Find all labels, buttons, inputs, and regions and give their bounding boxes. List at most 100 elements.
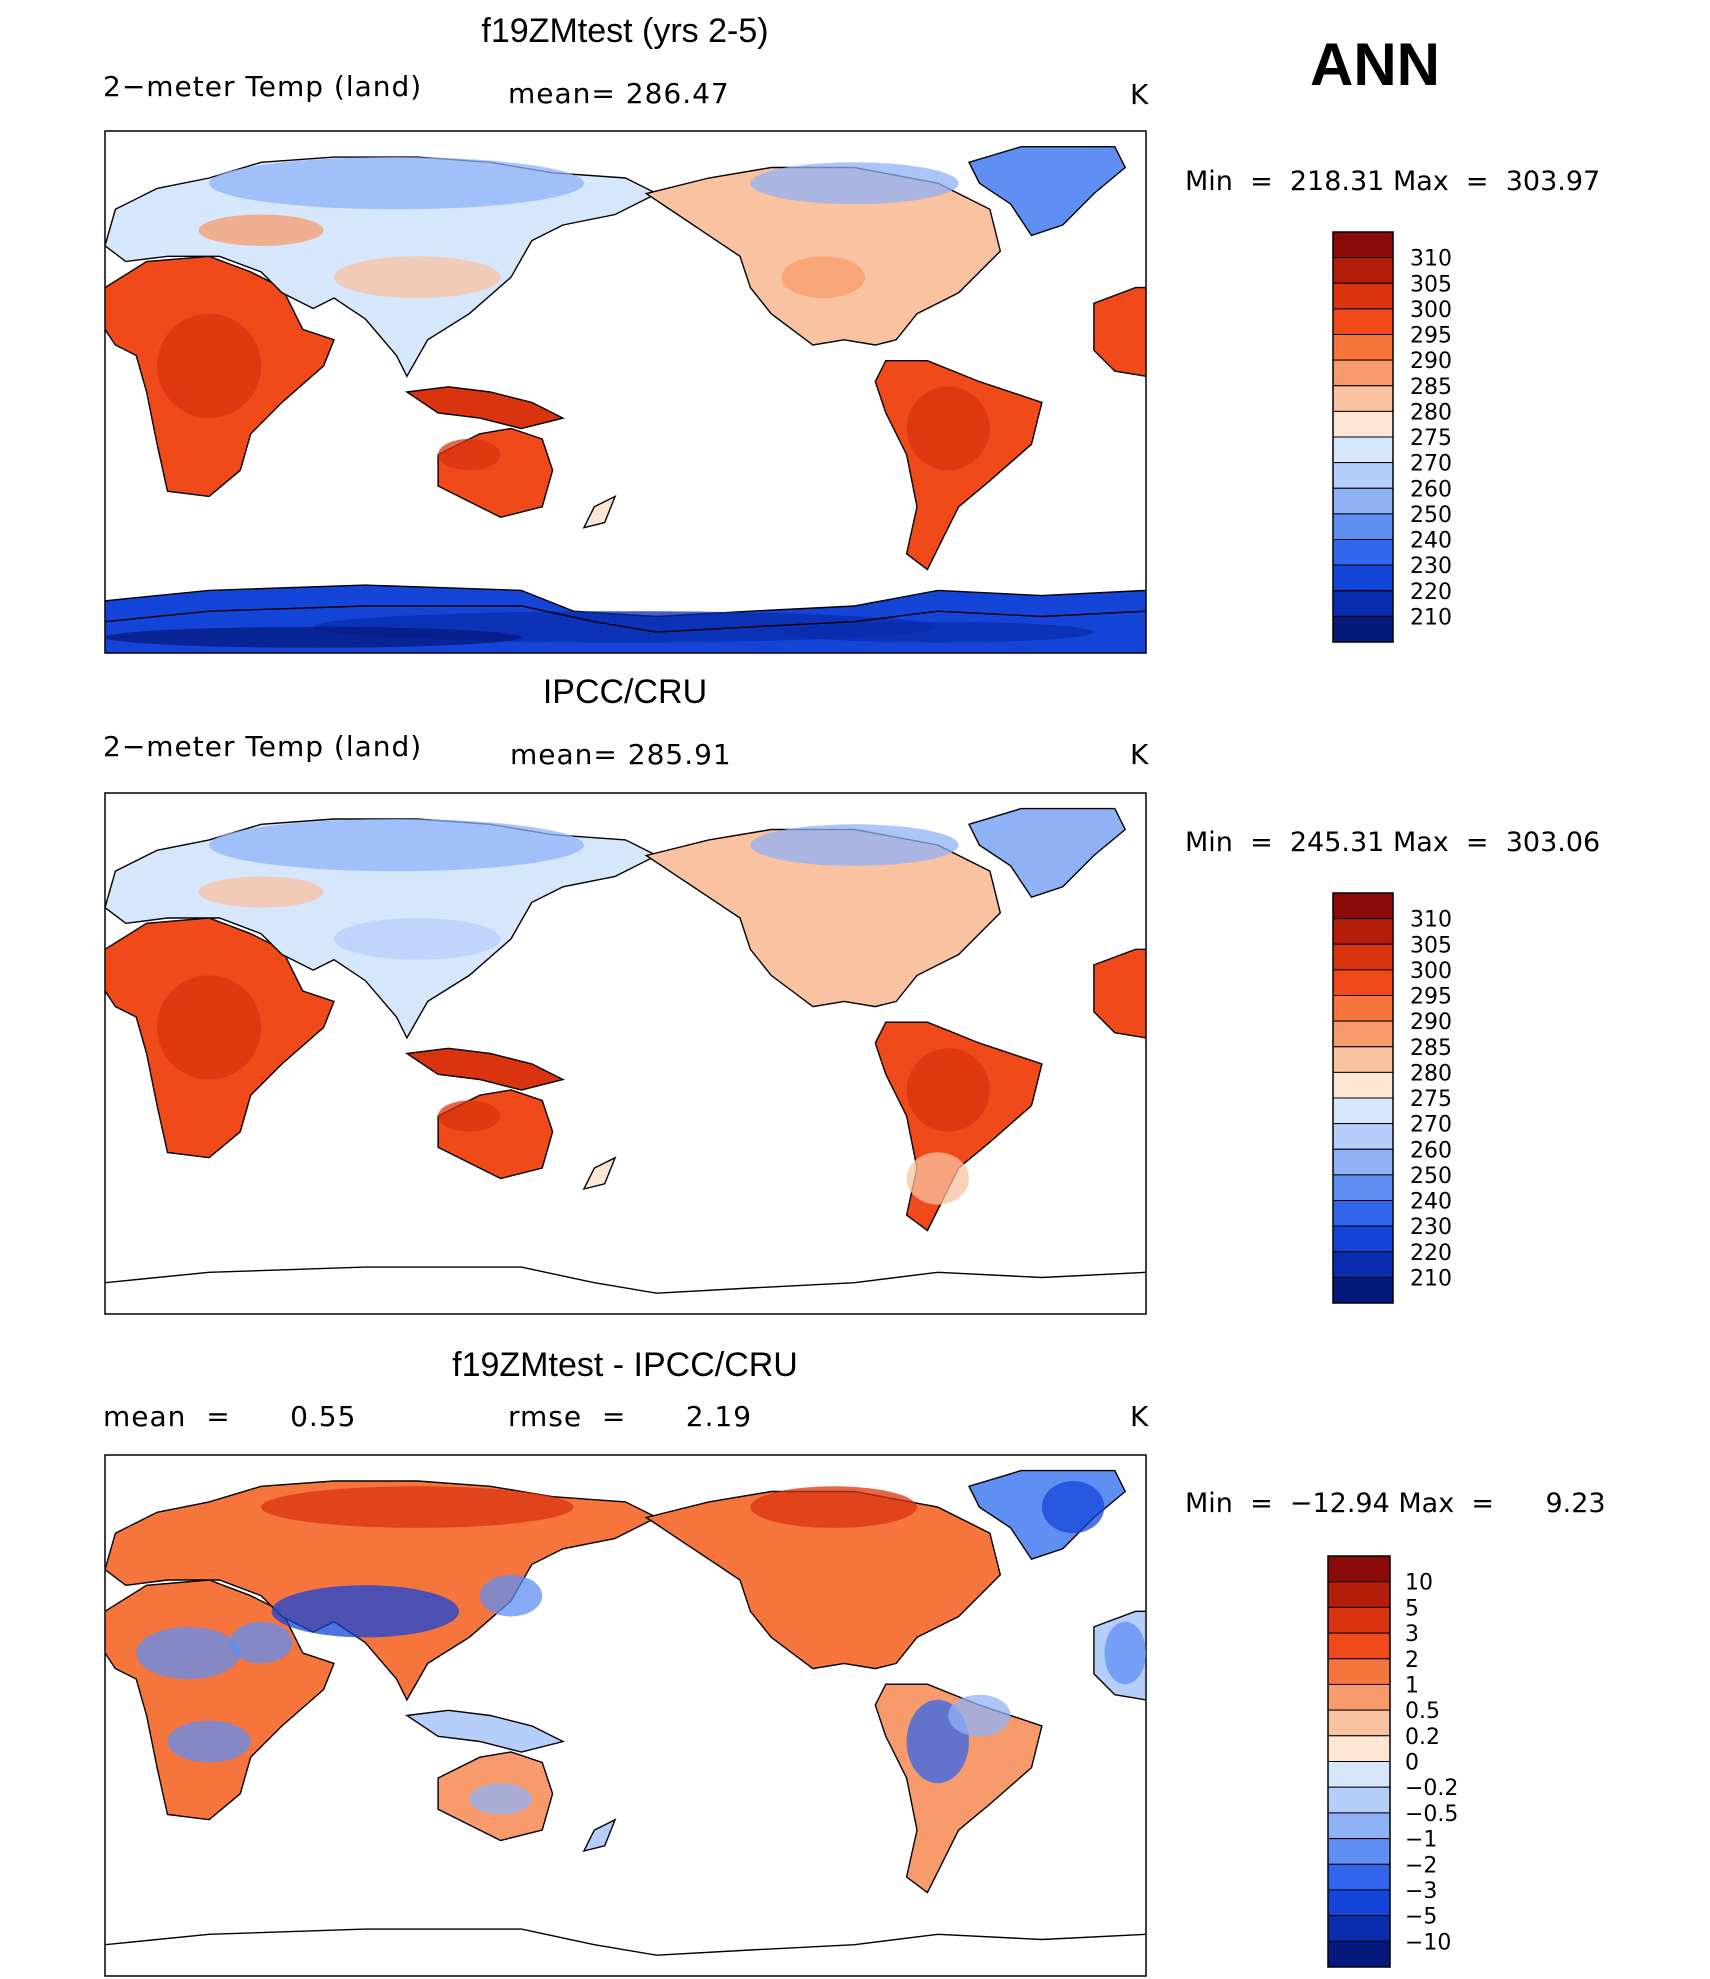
colorbar-model: 3103053002952902852802752702602502402302… xyxy=(1332,231,1452,643)
colorbar-swatch xyxy=(1332,462,1394,489)
shading-region-7 xyxy=(438,438,501,471)
colorbar-tick-label: 230 xyxy=(1410,554,1452,579)
colorbar-swatch xyxy=(1327,1915,1391,1942)
colorbar-tick-label: 280 xyxy=(1410,400,1452,425)
panel-1-min: Min = 218.31 xyxy=(1185,166,1385,197)
shading-region-4 xyxy=(229,1621,293,1664)
land-newzealand xyxy=(582,1156,617,1191)
map-contents xyxy=(105,1469,1146,1956)
colorbar-swatch xyxy=(1332,943,1394,971)
colorbar-swatch xyxy=(1327,1658,1391,1686)
colorbar-tick-label: 240 xyxy=(1410,1190,1452,1215)
colorbar-swatch xyxy=(1332,995,1394,1022)
shading-region-5 xyxy=(906,386,990,471)
colorbar-frame xyxy=(1332,231,1394,643)
colorbar-swatch xyxy=(1332,436,1394,464)
land-greenland xyxy=(968,145,1127,237)
panel-1-min-max: Min = 218.31 Max = 303.97 xyxy=(1185,166,1600,197)
colorbar-swatch xyxy=(1332,590,1394,617)
shading-region-1 xyxy=(750,1486,917,1528)
colorbar-tick-label: 270 xyxy=(1410,452,1452,477)
season-label: ANN xyxy=(1310,31,1440,98)
colorbar-tick-label: 290 xyxy=(1410,349,1452,374)
shading-region-4 xyxy=(157,975,262,1080)
colorbar-swatch xyxy=(1327,1581,1391,1608)
shading-region-7 xyxy=(948,1694,1011,1737)
colorbar-swatch xyxy=(1332,1251,1394,1278)
antarctica-coastline xyxy=(105,605,1146,633)
colorbar-tick-label: −0.2 xyxy=(1405,1776,1458,1801)
map-contents xyxy=(105,807,1146,1294)
panel-3-rmse-label: rmse = 2.19 xyxy=(508,1400,753,1433)
colorbar-tick-label: 210 xyxy=(1410,605,1452,630)
colorbar-tick-label: 295 xyxy=(1410,985,1452,1010)
colorbar-swatch xyxy=(1327,1838,1391,1865)
colorbar-swatch xyxy=(1327,1683,1391,1711)
colorbar-tick-label: 10 xyxy=(1405,1571,1433,1596)
colorbar-tick-label: 210 xyxy=(1410,1266,1452,1291)
panel-2-variable-label: 2−meter Temp (land) xyxy=(103,730,423,763)
colorbar-swatch xyxy=(1327,1940,1391,1968)
colorbar-swatch xyxy=(1332,231,1394,259)
colorbar-swatch xyxy=(1332,1097,1394,1125)
shading-region-6 xyxy=(781,256,865,299)
panel-2-title: IPCC/CRU xyxy=(542,673,708,711)
colorbar-tick-label: 220 xyxy=(1410,580,1452,605)
colorbar-frame xyxy=(1327,1555,1391,1968)
colorbar-swatch xyxy=(1327,1889,1391,1917)
colorbar-swatch xyxy=(1327,1812,1391,1840)
panel-1-title: f19ZMtest (yrs 2-5) xyxy=(481,12,769,50)
land-west-africa-edge xyxy=(1093,948,1146,1039)
colorbar-frame xyxy=(1332,892,1394,1304)
colorbar-swatch xyxy=(1332,1225,1394,1253)
colorbar-swatch xyxy=(1332,1046,1394,1073)
colorbar-tick-label: 310 xyxy=(1410,247,1452,272)
colorbar-swatch xyxy=(1332,1148,1394,1176)
colorbar-swatch xyxy=(1332,308,1394,335)
colorbar-swatch xyxy=(1332,969,1394,997)
colorbar-swatch xyxy=(1327,1761,1391,1788)
panel-2-min: Min = 245.31 xyxy=(1185,827,1385,858)
colorbar-tick-label: 250 xyxy=(1410,503,1452,528)
colorbar-swatch xyxy=(1327,1863,1391,1891)
colorbar-tick-label: −5 xyxy=(1405,1905,1437,1930)
colorbar-swatch xyxy=(1327,1555,1391,1583)
colorbar-swatch xyxy=(1327,1632,1391,1660)
colorbar-tick-label: 260 xyxy=(1410,477,1452,502)
shading-region-2 xyxy=(334,256,501,299)
shading-region-10 xyxy=(469,1783,532,1815)
panel-2-max: Max = 303.06 xyxy=(1392,827,1601,858)
land-sea-islands xyxy=(404,1709,565,1753)
colorbar-tick-label: −2 xyxy=(1405,1853,1437,1878)
land-greenland xyxy=(968,807,1127,899)
colorbar-tick-label: 5 xyxy=(1405,1596,1419,1621)
colorbar-tick-label: 2 xyxy=(1405,1648,1419,1673)
colorbar-tick-label: 220 xyxy=(1410,1241,1452,1266)
shading-region-5 xyxy=(906,1048,990,1132)
map-panel-model xyxy=(104,130,1147,654)
colorbar-swatch xyxy=(1332,1276,1394,1304)
shading-region-2 xyxy=(271,1585,459,1638)
land-west-africa-edge xyxy=(1093,286,1146,378)
colorbar-tick-label: 275 xyxy=(1410,1087,1452,1112)
colorbar-tick-label: 285 xyxy=(1410,375,1452,400)
colorbar-tick-label: −1 xyxy=(1405,1828,1437,1853)
shading-region-1 xyxy=(750,824,959,866)
colorbar-tick-label: 1 xyxy=(1405,1673,1419,1698)
colorbar-tick-label: 270 xyxy=(1410,1113,1452,1138)
shading-region-3 xyxy=(198,876,324,908)
panel-3-min: Min = −12.94 xyxy=(1185,1488,1390,1519)
shading-region-10 xyxy=(781,621,1094,643)
colorbar-tick-label: 280 xyxy=(1410,1061,1452,1086)
colorbar-swatch xyxy=(1332,539,1394,566)
panel-1-unit-label: K xyxy=(1130,78,1150,111)
land-newzealand xyxy=(582,1818,617,1853)
colorbar-swatch xyxy=(1332,1071,1394,1099)
colorbar-tick-label: 3 xyxy=(1405,1622,1419,1647)
colorbar-swatch xyxy=(1327,1786,1391,1814)
colorbar-tick-label: 240 xyxy=(1410,529,1452,554)
shading-region-8 xyxy=(1041,1481,1105,1534)
colorbar-swatch xyxy=(1332,1174,1394,1202)
colorbar-observations: 3103053002952902852802752702602502402302… xyxy=(1332,892,1452,1304)
